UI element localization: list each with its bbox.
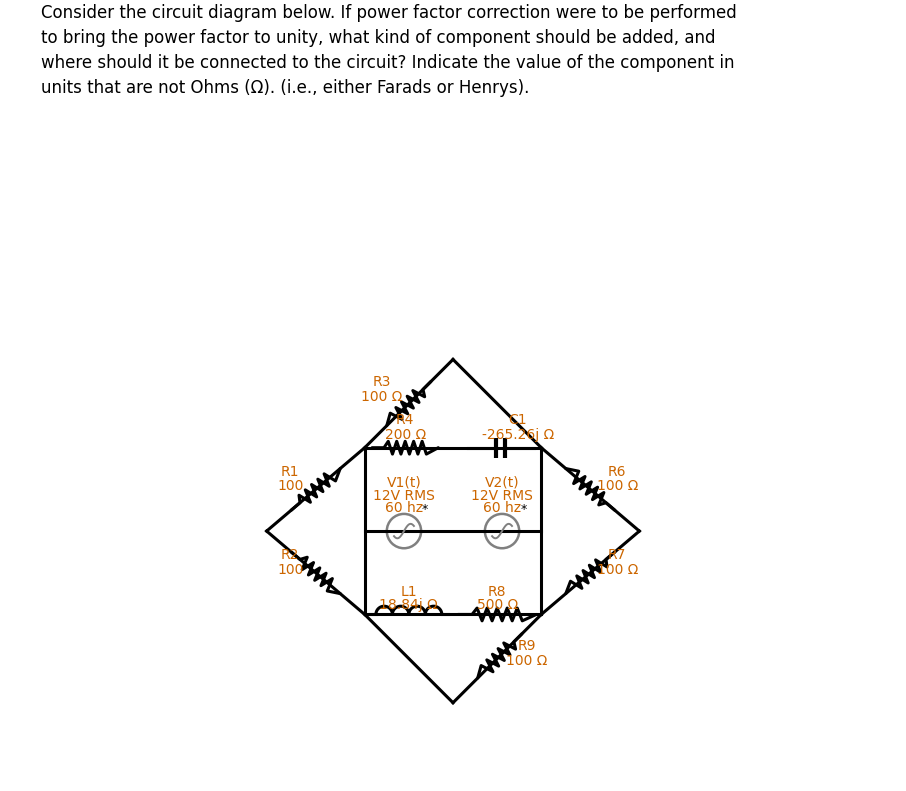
Text: 18.84j Ω: 18.84j Ω [380, 599, 439, 612]
Text: R4: R4 [396, 413, 414, 427]
Text: 100 Ω: 100 Ω [597, 479, 638, 494]
Text: R3: R3 [372, 375, 391, 389]
Text: 100 Ω: 100 Ω [597, 562, 638, 577]
Text: R6: R6 [608, 464, 627, 479]
Text: Consider the circuit diagram below. If power factor correction were to be perfor: Consider the circuit diagram below. If p… [41, 4, 737, 97]
Text: 200 Ω: 200 Ω [384, 428, 426, 442]
Text: 60 hz: 60 hz [483, 501, 521, 515]
Text: 60 hz: 60 hz [385, 501, 423, 515]
Text: 12V RMS: 12V RMS [373, 489, 435, 503]
Text: R9: R9 [517, 639, 536, 653]
Text: -265.26j Ω: -265.26j Ω [482, 428, 554, 442]
Text: 12V RMS: 12V RMS [471, 489, 533, 503]
Text: 100: 100 [277, 562, 304, 577]
Text: *: * [422, 503, 429, 517]
Text: R1: R1 [281, 464, 299, 479]
Text: L1: L1 [400, 585, 417, 599]
Text: R8: R8 [488, 585, 506, 599]
Text: C1: C1 [508, 413, 527, 427]
Text: V1(t): V1(t) [387, 475, 421, 490]
Text: 100 Ω: 100 Ω [361, 390, 402, 403]
Text: R2: R2 [281, 548, 299, 562]
Text: R7: R7 [608, 548, 626, 562]
Text: 100 Ω: 100 Ω [506, 654, 547, 668]
Text: 500 Ω: 500 Ω [477, 599, 517, 612]
Text: V2(t): V2(t) [485, 475, 519, 490]
Text: *: * [520, 503, 526, 517]
Text: 100: 100 [277, 479, 304, 494]
